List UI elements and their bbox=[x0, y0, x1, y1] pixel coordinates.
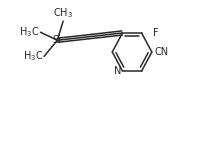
Text: F: F bbox=[153, 28, 158, 38]
Text: CN: CN bbox=[154, 47, 168, 57]
Text: H$_3$C: H$_3$C bbox=[19, 25, 40, 39]
Text: H$_3$C: H$_3$C bbox=[23, 50, 43, 63]
Text: N: N bbox=[114, 66, 121, 76]
Text: CH$_3$: CH$_3$ bbox=[53, 7, 73, 20]
Text: Si: Si bbox=[53, 35, 62, 45]
